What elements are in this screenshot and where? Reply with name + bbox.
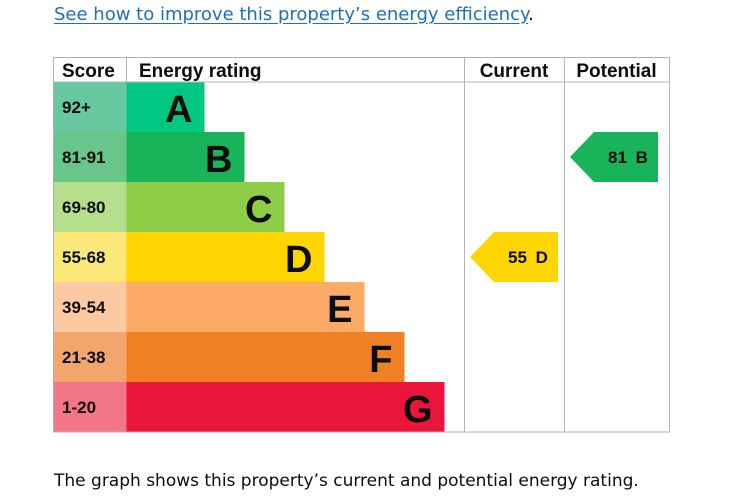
band-letter-b: B bbox=[205, 139, 232, 181]
score-cell-g bbox=[53, 382, 127, 432]
band-bar-e bbox=[126, 282, 365, 332]
score-cell-c bbox=[53, 182, 127, 232]
link-suffix: . bbox=[528, 4, 534, 25]
band-letter-g: G bbox=[403, 389, 433, 431]
band-letter-f: F bbox=[369, 339, 392, 381]
band-bar-g bbox=[126, 382, 445, 432]
band-bar-d bbox=[126, 232, 325, 282]
score-label-g: 1-20 bbox=[62, 398, 96, 417]
header-current: Current bbox=[480, 61, 549, 82]
improve-link-wrapper: See how to improve this property’s energ… bbox=[54, 4, 534, 25]
band-letter-a: A bbox=[165, 89, 192, 131]
energy-rating-chart: 92+ A 81-91 B 69-80 C 55-68 D 39-54 E 21-38 F 1-20 G S… bbox=[53, 57, 670, 433]
score-cell-b bbox=[53, 132, 127, 182]
header-potential: Potential bbox=[576, 61, 656, 82]
band-letter-d: D bbox=[285, 239, 312, 281]
band-letter-c: C bbox=[245, 189, 272, 231]
score-label-b: 81-91 bbox=[62, 148, 105, 167]
band-bar-b bbox=[126, 132, 245, 182]
score-label-f: 21-38 bbox=[62, 348, 105, 367]
band-bar-f bbox=[126, 332, 405, 382]
band-bar-a bbox=[126, 82, 205, 132]
potential-rating-label: 81 B bbox=[608, 148, 648, 167]
header-energy-rating: Energy rating bbox=[139, 61, 261, 82]
current-rating-arrow bbox=[470, 232, 558, 282]
score-label-c: 69-80 bbox=[62, 198, 105, 217]
band-bar-c bbox=[126, 182, 285, 232]
score-label-e: 39-54 bbox=[62, 298, 106, 317]
current-rating-label: 55 D bbox=[508, 248, 548, 267]
score-label-d: 55-68 bbox=[62, 248, 105, 267]
score-label-a: 92+ bbox=[62, 98, 91, 117]
potential-rating-arrow bbox=[570, 132, 658, 182]
chart-border bbox=[53, 57, 670, 433]
header-score: Score bbox=[62, 61, 115, 82]
score-cell-a bbox=[53, 82, 127, 132]
score-cell-f bbox=[53, 332, 127, 382]
chart-caption: The graph shows this property’s current … bbox=[54, 471, 639, 491]
improve-efficiency-link[interactable]: See how to improve this property’s energ… bbox=[54, 4, 529, 25]
band-letter-e: E bbox=[327, 289, 352, 331]
score-cell-e bbox=[53, 282, 127, 332]
score-cell-d bbox=[53, 232, 127, 282]
